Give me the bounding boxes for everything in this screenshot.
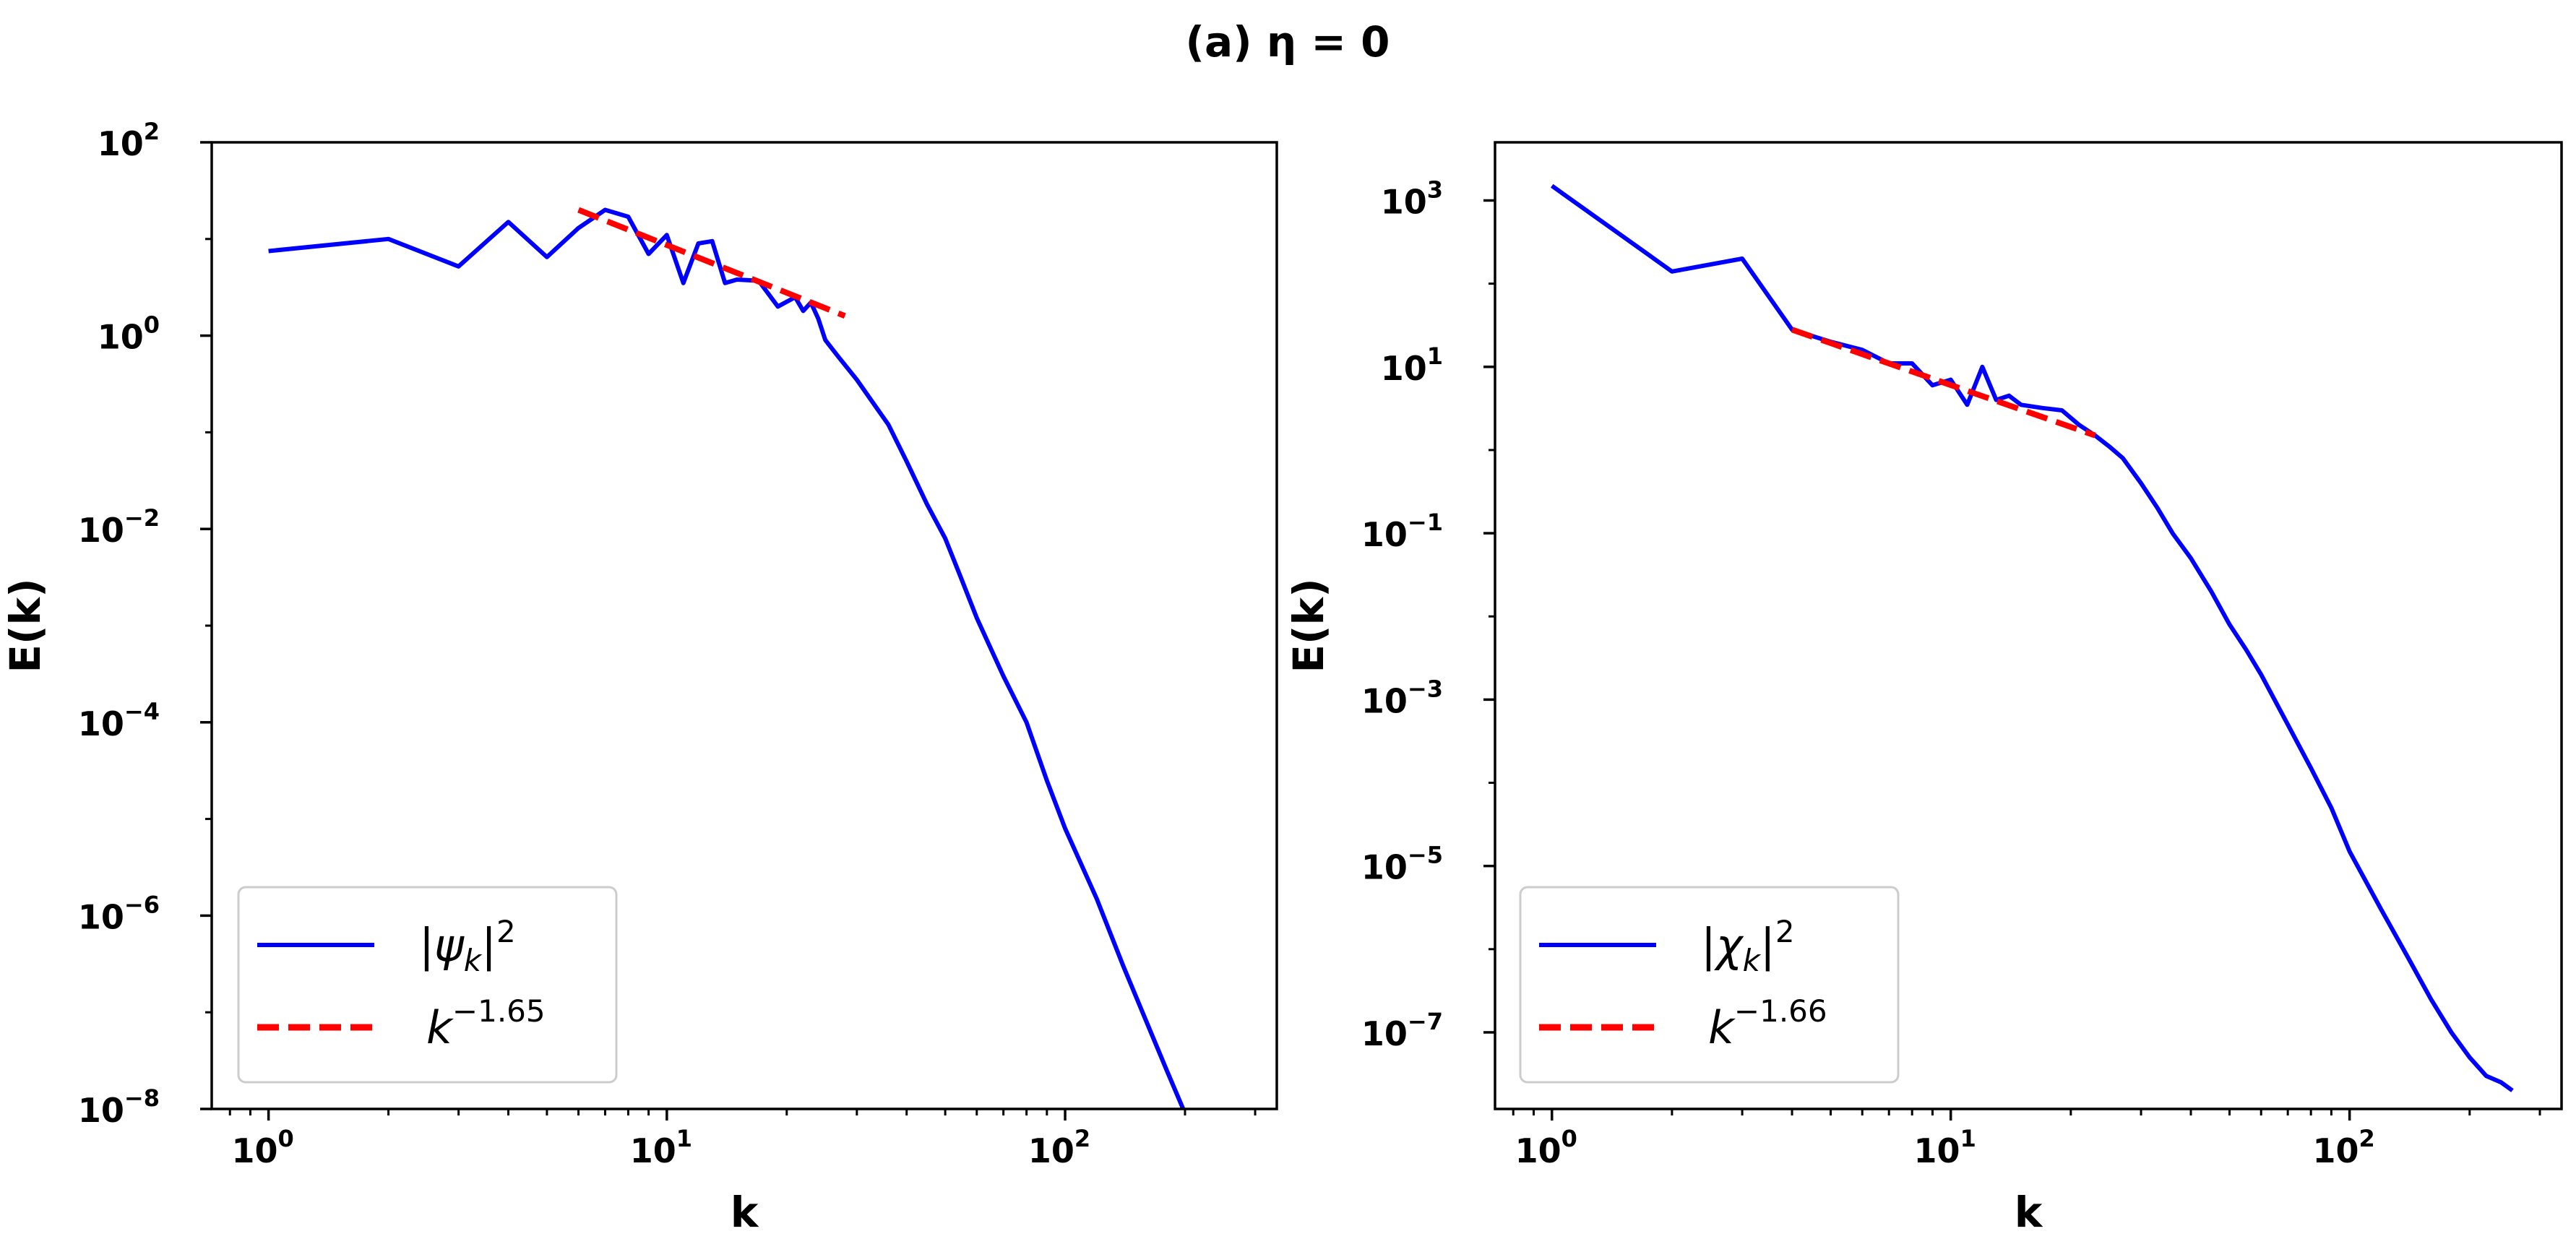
legend: |ψk|2k−1.65 — [237, 886, 618, 1084]
fit-line — [1791, 327, 2096, 439]
figure-title: (a) η = 0 — [1186, 17, 1390, 66]
panel-left: 100 101 102 102 100 10−2 10−4 10−6 10−8 k E(k) |ψk|… — [1, 118, 1278, 1237]
y-tick-label: 101 — [1381, 342, 1443, 388]
y-axis-label: E(k) — [1, 578, 50, 673]
y-tick-label: 10−3 — [1361, 675, 1443, 720]
series-group — [268, 207, 1186, 1109]
y-axis-label: E(k) — [1284, 578, 1333, 673]
x-axis-label: k — [731, 1188, 759, 1237]
y-tick-label: 10−2 — [78, 504, 160, 550]
y-tick-label: 10−1 — [1361, 509, 1443, 554]
x-tick-label: 101 — [1914, 1125, 1976, 1170]
spectrum-line — [268, 207, 1186, 1109]
y-tick-label: 10−8 — [78, 1084, 160, 1130]
spectrum-line — [1550, 184, 2514, 1092]
legend-entry: k−1.66 — [1708, 993, 1827, 1054]
y-tick-label: 10−4 — [78, 698, 160, 743]
legend: |χk|2k−1.66 — [1519, 886, 1900, 1084]
y-tick-label: 100 — [98, 311, 160, 357]
legend-box — [1519, 886, 1900, 1084]
x-tick-label: 100 — [231, 1125, 293, 1170]
y-tick-label: 10−6 — [78, 891, 160, 936]
y-tick-label: 10−5 — [1361, 842, 1443, 887]
y-tick-label: 102 — [98, 118, 160, 163]
legend-box — [237, 886, 618, 1084]
panel-right: 100 101 102 103 101 10−1 10−3 10−5 10−7 k E(k) |χk|… — [1284, 141, 2563, 1237]
x-tick-label: 102 — [2313, 1125, 2375, 1170]
x-tick-label: 102 — [1028, 1125, 1090, 1170]
fit-line — [577, 207, 846, 319]
x-tick-label: 100 — [1515, 1125, 1577, 1170]
x-axis-label: k — [2015, 1188, 2043, 1237]
legend-entry: k−1.65 — [426, 993, 546, 1054]
series-group — [1550, 184, 2514, 1092]
plot-frame — [210, 141, 1278, 1110]
y-tick-label: 103 — [1381, 176, 1443, 221]
y-tick-label: 10−7 — [1361, 1008, 1443, 1053]
x-tick-label: 101 — [630, 1125, 692, 1170]
plot-frame — [1494, 141, 2563, 1110]
